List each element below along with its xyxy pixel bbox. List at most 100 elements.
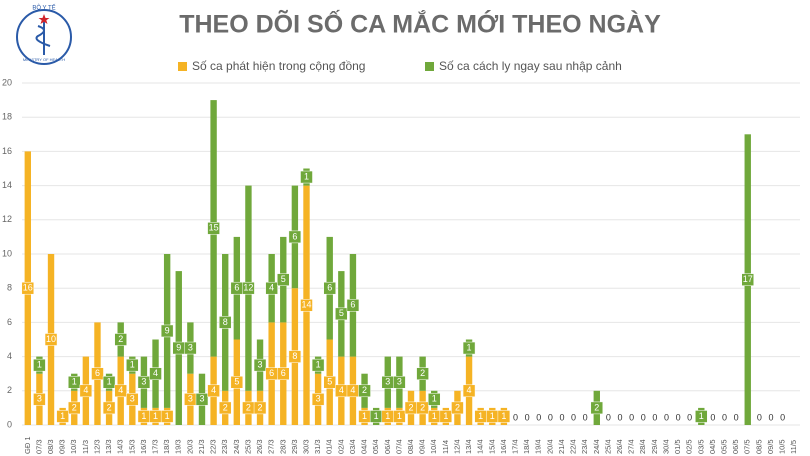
value-label: 4	[153, 368, 158, 378]
y-tick-label: 16	[2, 146, 12, 156]
value-label-box	[33, 393, 46, 406]
value-label: 0	[618, 412, 623, 422]
value-label-box	[393, 410, 406, 423]
value-label-box	[323, 376, 336, 389]
x-tick-label: 13/3	[104, 439, 113, 454]
value-label: 5	[234, 377, 239, 387]
value-label-box	[68, 376, 81, 389]
x-tick-label: 30/3	[301, 439, 310, 454]
x-tick-label: 31/3	[313, 439, 322, 454]
value-label: 4	[118, 385, 123, 395]
value-label: 1	[374, 411, 379, 421]
value-label: 2	[420, 402, 425, 412]
value-label: 6	[327, 283, 332, 293]
value-label: 2	[223, 402, 228, 412]
value-label-box	[184, 341, 197, 355]
value-label: 1	[130, 360, 135, 370]
value-label: 1	[141, 411, 146, 421]
value-label: 4	[350, 385, 355, 395]
value-label: 2	[246, 402, 251, 412]
x-tick-label: 16/3	[139, 439, 148, 454]
x-tick-label: 18/4	[522, 439, 531, 454]
x-tick-label: 20/3	[185, 439, 194, 454]
x-tick-label: 05/5	[720, 439, 729, 454]
x-tick-label: 07/4	[394, 439, 403, 454]
x-tick-label: 27/3	[267, 439, 276, 454]
value-label-box	[741, 273, 754, 286]
value-label-box	[346, 299, 360, 312]
value-label: 6	[350, 300, 355, 310]
value-label: 0	[652, 412, 657, 422]
x-tick-label: 15/4	[487, 439, 496, 454]
x-tick-label: 07/3	[34, 439, 43, 454]
value-label: 1	[304, 171, 309, 181]
x-tick-label: 08/5	[754, 439, 763, 454]
x-tick-label: 12/4	[452, 439, 461, 454]
y-tick-label: 18	[2, 112, 12, 122]
value-label: 2	[72, 402, 77, 412]
x-tick-label: 19/3	[174, 439, 183, 454]
x-tick-label: 09/5	[766, 439, 775, 454]
x-tick-label: 11/5	[789, 440, 798, 454]
value-label-box	[91, 367, 104, 380]
value-label: 3	[188, 342, 193, 352]
x-tick-label: 07/5	[743, 439, 752, 454]
value-label: 1	[362, 411, 367, 421]
y-tick-label: 0	[7, 419, 12, 429]
x-tick-label: 20/4	[545, 439, 554, 454]
x-tick-label: 03/5	[696, 439, 705, 454]
logo-star	[38, 14, 50, 24]
value-label: 0	[513, 412, 518, 422]
value-label-box	[218, 316, 232, 329]
y-tick-label: 10	[2, 248, 12, 258]
value-label: 2	[258, 402, 263, 412]
value-label: 2	[107, 402, 112, 412]
x-tick-label: 11/3	[81, 440, 90, 454]
x-tick-label: 14/4	[476, 439, 485, 454]
logo-top: BỘ Y TẾ	[32, 5, 55, 12]
chart-title: THEO DÕI SỐ CA MẮC MỚI THEO NGÀY	[179, 9, 661, 39]
x-tick-label: 15/3	[127, 439, 136, 454]
value-label: 0	[525, 412, 530, 422]
x-tick-label: 24/4	[592, 439, 601, 454]
x-tick-label: 06/5	[731, 439, 740, 454]
value-label-box	[427, 393, 441, 406]
value-label: 6	[234, 283, 239, 293]
value-label: 0	[676, 412, 681, 422]
value-label: 1	[153, 411, 158, 421]
x-tick-label: 11/4	[441, 440, 450, 454]
value-label: 5	[281, 274, 286, 284]
value-label: 6	[269, 368, 274, 378]
value-label: 3	[130, 394, 135, 404]
x-tick-label: 23/4	[580, 439, 589, 454]
value-label: 1	[37, 360, 42, 370]
x-tick-label: 08/4	[406, 439, 415, 454]
x-tick-label: 25/3	[243, 439, 252, 454]
legend-swatch	[425, 62, 434, 71]
x-tick-label: 05/4	[371, 439, 380, 454]
value-label-box	[335, 307, 348, 321]
value-label: 1	[443, 411, 448, 421]
value-label: 4	[269, 283, 274, 293]
value-label: 4	[83, 385, 88, 395]
value-label-box	[126, 393, 139, 406]
value-label-box	[218, 401, 232, 415]
value-label-box	[300, 299, 313, 312]
x-tick-label: 17/3	[151, 439, 160, 454]
value-label-box	[311, 393, 325, 406]
value-label: 0	[606, 412, 611, 422]
value-label-box	[311, 358, 325, 372]
value-label: 14	[301, 300, 311, 310]
value-label-box	[195, 393, 209, 406]
value-label: 9	[176, 342, 181, 352]
x-tick-label: 04/4	[360, 439, 369, 454]
x-tick-label: 27/4	[627, 439, 636, 454]
value-label-box	[590, 401, 604, 415]
value-label: 4	[467, 385, 472, 395]
x-tick-label: 28/3	[278, 439, 287, 454]
value-label: 4	[339, 385, 344, 395]
legend-label: Số ca cách ly ngay sau nhập cảnh	[439, 59, 622, 73]
value-label-box	[358, 384, 371, 398]
value-label-box	[300, 170, 313, 184]
